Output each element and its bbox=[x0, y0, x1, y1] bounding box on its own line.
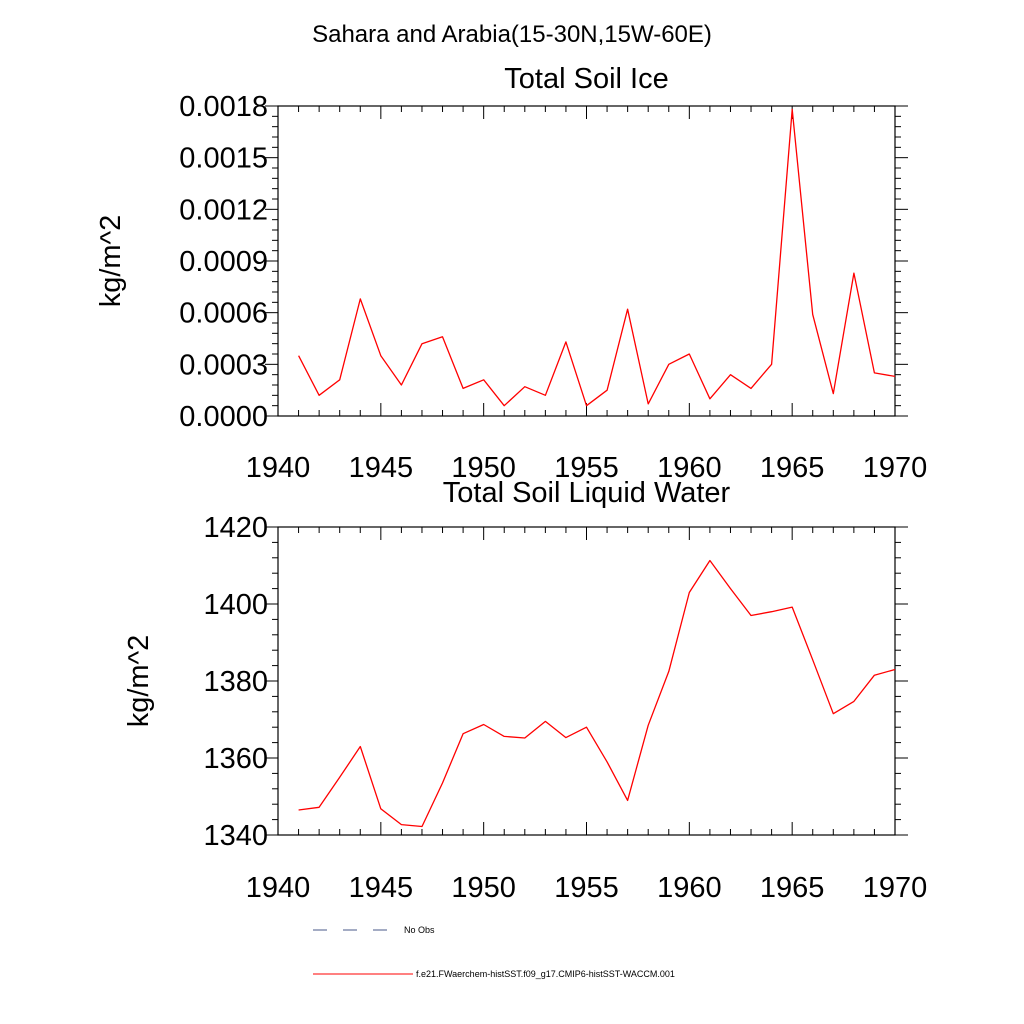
x-tick-label-total-soil-ice: 1965 bbox=[760, 452, 825, 484]
legend-label-model-run: f.e21.FWaerchem-histSST.f09_g17.CMIP6-hi… bbox=[416, 969, 675, 979]
y-axis-label-total-soil-liquid-water: kg/m^2 bbox=[123, 635, 155, 728]
x-tick-label-total-soil-liquid-water: 1970 bbox=[863, 872, 928, 904]
series-line-total-soil-liquid-water bbox=[298, 559, 896, 828]
y-tick-label-total-soil-ice: 0.0018 bbox=[179, 91, 268, 123]
x-tick-label-total-soil-ice: 1960 bbox=[657, 452, 722, 484]
y-tick-label-total-soil-ice: 0.0012 bbox=[179, 194, 268, 226]
y-tick-label-total-soil-ice: 0.0009 bbox=[179, 246, 268, 278]
x-tick-label-total-soil-liquid-water: 1950 bbox=[451, 872, 516, 904]
y-tick-label-total-soil-ice: 0.0003 bbox=[179, 349, 268, 381]
x-tick-label-total-soil-ice: 1940 bbox=[246, 452, 311, 484]
y-tick-label-total-soil-liquid-water: 1360 bbox=[203, 743, 268, 775]
y-tick-label-total-soil-liquid-water: 1400 bbox=[203, 589, 268, 621]
chart-panel-total-soil-liquid-water: Total Soil Liquid Water kg/m^2 1940 1945 195… bbox=[123, 477, 927, 904]
y-tick-label-total-soil-ice: 0.0000 bbox=[179, 401, 268, 433]
y-tick-label-total-soil-liquid-water: 1380 bbox=[203, 666, 268, 698]
y-tick-label-total-soil-ice: 0.0006 bbox=[179, 298, 268, 330]
plot-frame-total-soil-ice bbox=[277, 105, 896, 417]
plot-frame-total-soil-liquid-water bbox=[277, 526, 896, 836]
chart-title-total-soil-liquid-water: Total Soil Liquid Water bbox=[443, 477, 731, 509]
x-tick-label-total-soil-ice: 1950 bbox=[451, 452, 516, 484]
x-tick-label-total-soil-ice: 1955 bbox=[554, 452, 619, 484]
y-axis-label-total-soil-ice: kg/m^2 bbox=[95, 215, 127, 308]
legend: No Obs f.e21.FWaerchem-histSST.f09_g17.C… bbox=[313, 925, 675, 979]
x-tick-label-total-soil-liquid-water: 1955 bbox=[554, 872, 619, 904]
y-tick-label-total-soil-liquid-water: 1340 bbox=[203, 820, 268, 852]
x-tick-label-total-soil-liquid-water: 1960 bbox=[657, 872, 722, 904]
chart-panel-total-soil-ice: Total Soil Ice kg/m^2 1940 1945 1950 1955 1960… bbox=[95, 63, 927, 484]
x-tick-label-total-soil-liquid-water: 1940 bbox=[246, 872, 311, 904]
series-line-total-soil-ice bbox=[298, 108, 896, 407]
x-tick-label-total-soil-liquid-water: 1965 bbox=[760, 872, 825, 904]
figure-title: Sahara and Arabia(15-30N,15W-60E) bbox=[312, 21, 712, 48]
y-tick-label-total-soil-ice: 0.0015 bbox=[179, 143, 268, 175]
x-tick-label-total-soil-ice: 1945 bbox=[349, 452, 414, 484]
y-tick-label-total-soil-liquid-water: 1420 bbox=[203, 512, 268, 544]
legend-label-no-obs: No Obs bbox=[404, 925, 435, 935]
chart-title-total-soil-ice: Total Soil Ice bbox=[504, 63, 668, 95]
x-tick-label-total-soil-liquid-water: 1945 bbox=[349, 872, 414, 904]
x-tick-label-total-soil-ice: 1970 bbox=[863, 452, 928, 484]
